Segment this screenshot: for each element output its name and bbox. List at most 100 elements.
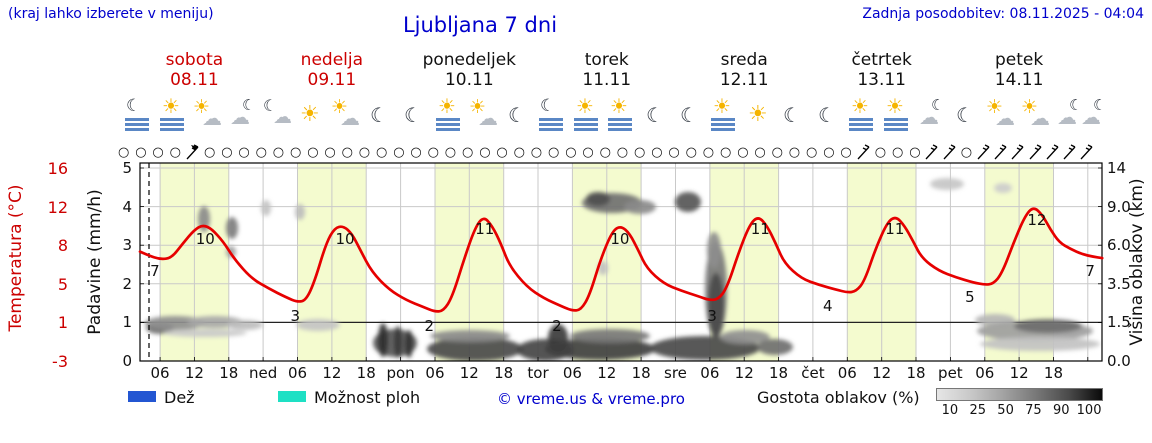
weather-icon-moon: ☾ [637,96,673,136]
wind-calm-icon: ○ [462,145,474,160]
wind-calm-icon: ○ [238,145,250,160]
x-axis-hour-label: 06 [975,364,995,382]
wind-calm-icon: ○ [840,145,852,160]
showers-legend-swatch [278,391,306,402]
fog-lines-icon [849,118,873,121]
wind-calm-icon: ○ [771,145,783,160]
cloud-blob [624,200,656,214]
temp-point-label: 5 [965,287,975,306]
wind-calm-icon: ○ [754,145,766,160]
sun-icon: ☀ [713,94,731,118]
precip-axis-tick: 1 [122,313,132,332]
x-axis-hour-label: 12 [184,364,204,382]
wind-calm-icon: ○ [651,145,663,160]
sun-icon: ☀ [851,94,869,118]
x-axis-hour-label: 06 [287,364,308,382]
wind-calm-icon: ○ [204,145,216,160]
wind-calm-icon: ○ [685,145,697,160]
weather-icon-cloud-moon: ☾ ☁ [1050,96,1086,136]
cloud-blob [1014,319,1082,333]
cloud-blob [394,326,402,358]
wind-calm-icon: ○ [376,145,388,160]
cloud-blob [708,273,724,337]
moon-icon: ☾ [126,96,142,116]
wind-calm-icon: ○ [702,145,715,160]
temp-point-label: 2 [424,316,434,335]
temp-point-label: 10 [335,229,355,248]
moon-icon: ☾ [1069,96,1083,114]
wind-calm-icon: ○ [668,145,680,160]
wind-calm-icon: ○ [118,145,130,160]
moon-icon: ☾ [508,103,526,127]
precip-axis-tick: 5 [122,159,132,177]
cloud-blob [405,330,413,358]
fog-lines-icon [574,118,598,121]
cloud-icon: ☁ [202,106,222,130]
temp-point-label: 11 [750,220,770,239]
weather-icon-cloud-moon: ☾ ☁ [912,96,948,136]
cloud-blob [295,204,305,220]
wind-calm-icon: ○ [169,145,181,160]
fog-lines-icon [711,123,735,126]
cloud-density-scale-label: 10 [941,403,959,418]
weather-icon-sun-cloud: ☀ ☁ [326,96,362,136]
page-title: Ljubljana 7 dni [402,13,558,37]
sun-icon: ☀ [162,94,180,118]
wind-barb-icon [992,144,1010,166]
wind-barb-icon [1027,144,1045,166]
wind-calm-icon: ○ [135,145,147,160]
cloud-blob [226,217,238,239]
cloud-density-gradient-bar [936,388,1103,401]
x-axis-day-abbr: sre [664,364,687,382]
wind-calm-icon: ○ [307,145,319,160]
fog-lines-icon [608,118,632,121]
cloud-axis-tick: 9.0 [1107,197,1131,216]
fog-lines-icon [436,118,460,121]
moon-icon: ☾ [1093,96,1107,114]
wind-calm-icon: ○ [892,145,904,160]
cloud-icon: ☁ [273,106,292,128]
cloud-icon: ☁ [230,105,250,129]
x-axis-hour-label: 18 [631,364,651,382]
weather-icon-sun-cloud: ☀ ☁ [1016,96,1052,136]
cloud-density-scale-label: 50 [997,403,1014,418]
day-date: 08.11 [170,70,219,90]
cloud-icon: ☁ [919,105,939,129]
fog-lines-icon [884,128,908,131]
wind-calm-icon: ○ [513,145,525,160]
cloud-blob [378,323,388,357]
wind-calm-icon: ○ [444,145,457,160]
cloud-icon: ☁ [995,106,1015,130]
cloud-blob [427,337,523,361]
weather-icon-moon: ☾ [395,96,431,136]
x-axis-hour-label: 12 [459,364,479,382]
sun-icon: ☀ [438,94,456,118]
wind-calm-icon: ○ [788,145,801,160]
weather-icon-fog-sun: ☀ [705,96,741,136]
weather-icon-cloud-moon: ☾ ☁ [223,96,259,136]
day-date: 14.11 [994,70,1044,90]
fog-lines-icon [608,123,632,126]
wind-barb-icon [1061,144,1079,166]
copyright-link[interactable]: © vreme.us & vreme.pro [497,390,685,408]
cloud-blob [757,339,793,355]
temp-point-label: 11 [885,220,905,239]
fog-lines-icon [160,128,184,131]
x-axis-hour-label: 12 [872,364,892,382]
wind-barb-icon [923,144,941,166]
cloud-icon: ☁ [478,106,498,130]
x-axis-hour-label: 18 [1043,364,1064,382]
cloud-blob [994,183,1012,193]
cloud-density-scale-label: 100 [1076,403,1102,418]
moon-icon: ☾ [931,96,945,114]
wind-calm-icon: ○ [255,145,267,160]
x-axis-hour-label: 18 [219,364,239,382]
day-name: ponedeljek [422,50,517,70]
weather-icon-cloud-moon: ☾ ☁ [1074,96,1110,136]
temperature-curve [138,207,1104,313]
cloud-blob [296,319,340,331]
fog-lines-icon [884,118,908,121]
